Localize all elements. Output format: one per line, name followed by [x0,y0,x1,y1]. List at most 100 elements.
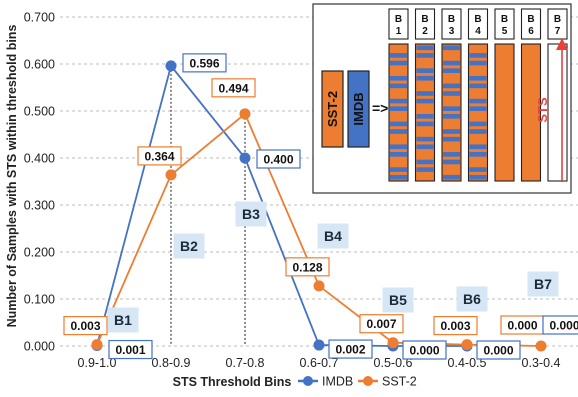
inset-stripe [443,68,460,73]
bin-label-box [382,287,414,313]
inset-stripe [390,152,407,157]
inset-stripe [416,53,434,58]
inset-stripe [443,91,460,96]
data-label-imdb-box [108,339,153,360]
data-label-imdb-box [402,340,447,360]
inset-stripe [390,98,407,104]
point-sst2 [461,339,473,351]
data-label-imdb: 0.000 [409,344,439,358]
data-label-sst2-box [433,315,478,336]
bin-label-box [107,307,139,333]
inset-stripe [416,144,434,150]
data-label-imdb-box [328,339,373,359]
bin-label: B5 [389,292,407,308]
inset-stripe [390,144,407,150]
y-tick-label: 0.000 [24,340,55,354]
y-tick-label: 0.200 [24,246,55,260]
data-label-sst2-box [137,146,182,166]
point-sst2 [165,169,177,181]
inset-column-header [414,8,436,40]
y-tick-label: 0.300 [24,199,55,213]
bin-label: B3 [242,206,260,222]
inset-sst2-block [321,70,344,148]
inset-column-header [494,8,515,40]
inset-column-header-label: 3 [449,26,455,37]
bin-labels: B1 B2 B3 B4 B5 B6 B7 [107,201,559,333]
inset-stripe [469,152,487,157]
bin-label: B7 [534,276,552,292]
data-label-sst2-box [63,315,108,336]
data-label-extra-box [542,315,578,335]
inset-stripe [416,45,434,51]
x-axis-title: STS Threshold Bins [173,375,292,389]
inset-stripe [390,83,407,89]
point-sst2 [313,280,325,292]
inset-stripe [443,136,460,142]
inset-column-header-label: 1 [396,26,402,37]
data-label-sst2-box [211,78,256,98]
data-label-imdb-box [256,149,301,169]
inset-column-header-label: B [448,14,455,25]
legend-marker-imdb [303,376,313,386]
inset-stripe [390,174,407,180]
inset-imdb-label: IMDB [351,92,366,125]
x-tick-label: 0.8-0.9 [152,356,191,370]
point-sst2 [535,340,547,352]
inset-stripe [416,75,434,81]
inset-stripe [469,167,487,172]
inset-stripe [469,129,487,134]
inset-sst2-label: SST-2 [325,91,340,127]
data-label-sst2: 0.007 [366,317,396,331]
y-tick-label: 0.500 [24,105,55,119]
inset-stripe [390,75,407,81]
inset-stripe [443,83,460,89]
x-tick-label: 0.3-0.4 [522,356,561,370]
inset-stripe [469,60,487,66]
inset-stripe [390,106,407,111]
legend: IMDB SST-2 [298,375,417,389]
inset-stripe [390,129,407,134]
data-label-sst2: 0.494 [218,81,248,95]
inset-stripe [443,152,460,157]
data-label-imdb: 0.596 [189,56,219,70]
inset-stripe [390,53,407,58]
inset-stripe [469,121,487,127]
series-points [91,60,547,352]
inset-stripe [469,83,487,89]
inset-stripe [469,75,487,81]
inset-stripe [416,167,434,172]
data-label-imdb: 0.001 [115,343,145,357]
sts-arrow-head [556,38,568,50]
bin-label: B4 [324,228,342,244]
inset-column-header-label: B [474,14,481,25]
data-label-sst2: 0.003 [70,319,100,333]
inset-column-header-label: 6 [528,26,534,37]
inset-column-header [441,8,462,40]
point-sst2 [239,108,251,120]
data-label-sst2-box [285,257,330,277]
y-tick-label: 0.700 [24,11,55,25]
inset-stripe [416,136,434,142]
inset-column-header-label: B [527,14,534,25]
inset-imdb-block [347,70,370,148]
data-label-imdb: 0.400 [263,153,293,167]
inset-column [520,43,542,182]
inset-stripe [416,98,434,104]
drop-lines [170,65,246,346]
inset-column-header-label: 7 [555,26,561,37]
inset-stripe [443,114,460,119]
point-imdb [313,339,325,351]
inset-column-header [520,8,542,40]
inset-stripe [443,174,460,180]
data-label-sst2: 0.000 [507,319,537,333]
data-label-sst2: 0.003 [440,319,470,333]
x-tick-label: 0.9-1.0 [78,356,117,370]
inset-stripe [443,159,460,165]
bin-label-box [173,233,205,259]
inset-stripe [469,174,487,180]
inset-stripe [469,98,487,104]
